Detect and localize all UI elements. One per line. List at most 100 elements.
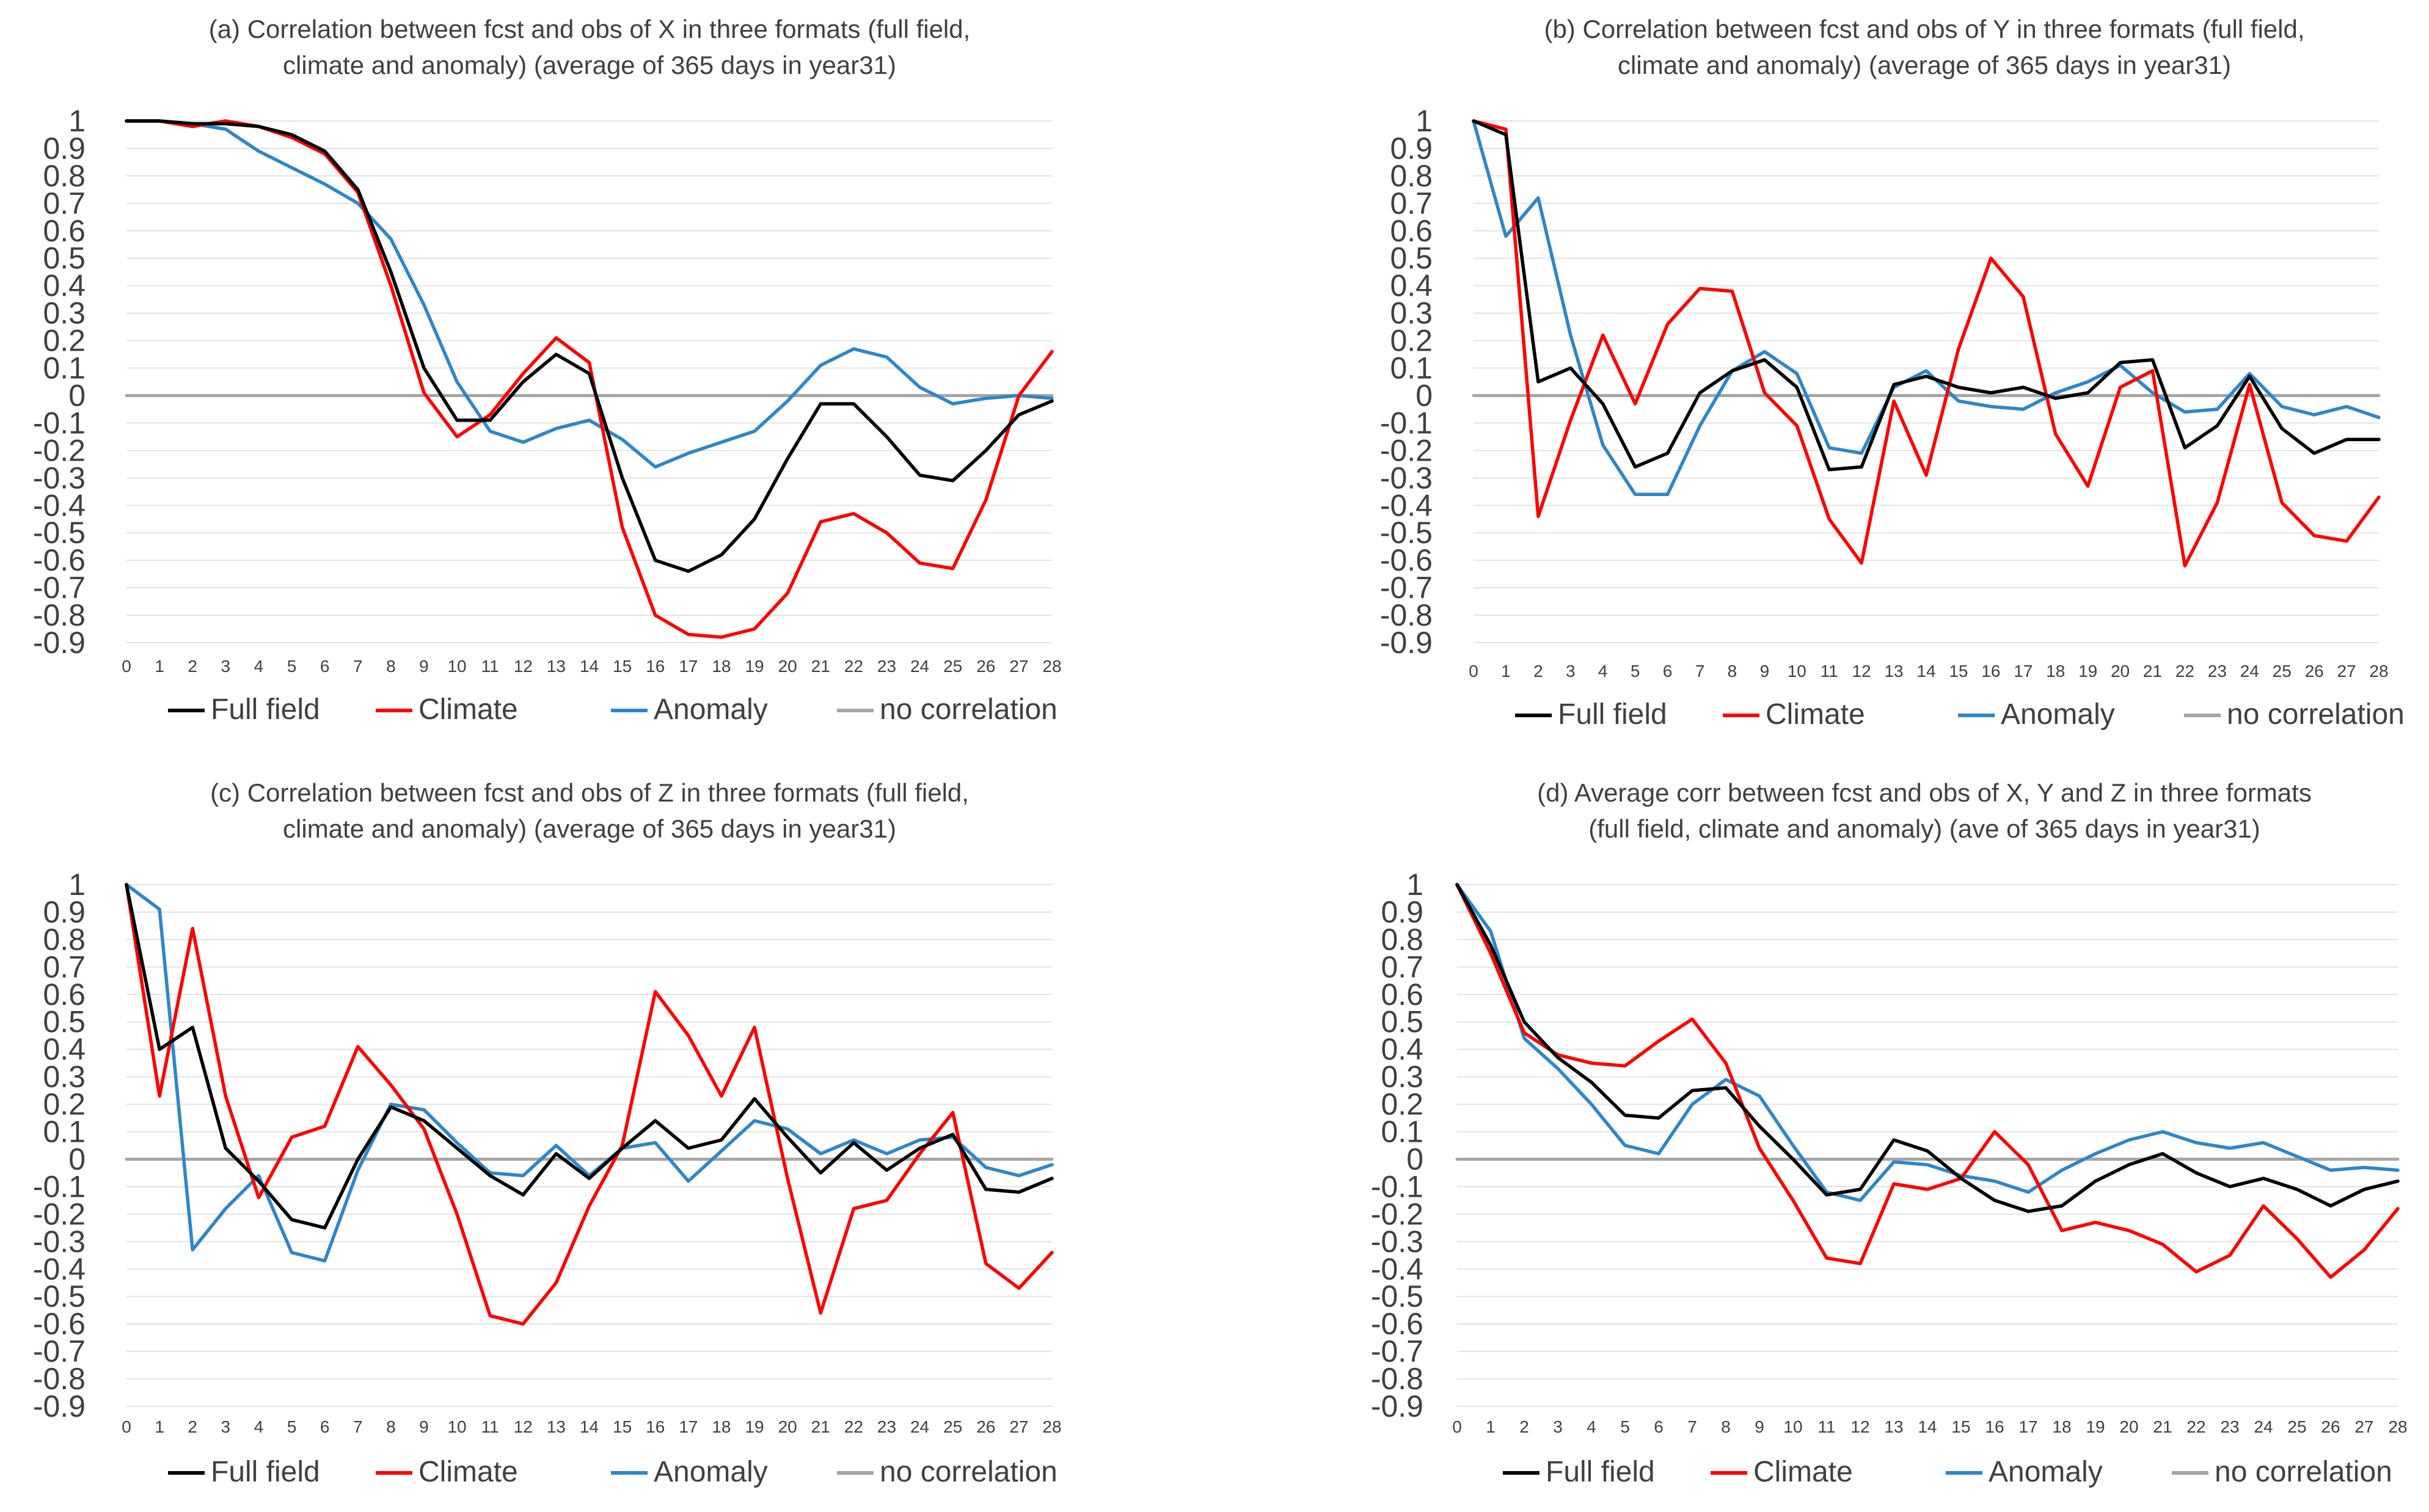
y-axis-labels: 10.90.80.70.60.50.40.30.20.10-0.1-0.2-0.… (1371, 867, 1423, 1423)
y-tick-label: 0.7 (43, 186, 86, 221)
y-axis-labels: 10.90.80.70.60.50.40.30.20.10-0.1-0.2-0.… (1380, 104, 1433, 660)
x-tick-label: 0 (1469, 662, 1478, 681)
x-tick-label: 10 (447, 657, 466, 676)
y-tick-label: 0.7 (43, 950, 86, 984)
y-tick-label: -0.3 (1380, 461, 1433, 495)
chart-title-line: (full field, climate and anomaly) (ave o… (1588, 814, 2260, 843)
legend: Full field Climate Anomaly no correlation (1503, 1456, 2392, 1488)
chart-panel-a: (a) Correlation between fcst and obs of … (33, 15, 1062, 726)
y-tick-label: 0.5 (1381, 1005, 1423, 1039)
y-tick-label: 0.4 (43, 269, 86, 303)
x-tick-label: 19 (745, 1417, 764, 1436)
y-tick-label: -0.9 (1380, 626, 1433, 660)
x-tick-label: 21 (2153, 1417, 2172, 1436)
y-tick-label: 0.4 (43, 1032, 86, 1067)
y-tick-label: 0 (68, 1142, 86, 1176)
x-tick-label: 16 (646, 657, 665, 676)
x-axis-labels: 0 1 2 3 4 5 6 7 8 9 10 11 12 13 14 15 16 17 18 19 20 21 22 23 24… (1469, 662, 2388, 681)
x-tick-label: 6 (1663, 662, 1673, 681)
y-tick-label: 0.6 (1390, 214, 1433, 248)
x-tick-label: 13 (1884, 662, 1903, 681)
legend-label: no correlation (880, 1456, 1057, 1488)
x-tick-label: 14 (1918, 1417, 1937, 1436)
y-tick-label: 0.5 (43, 1005, 86, 1039)
x-tick-label: 7 (1687, 1417, 1697, 1436)
y-tick-label: -0.2 (1380, 433, 1433, 467)
x-tick-label: 6 (1654, 1417, 1664, 1436)
legend-label: no correlation (2227, 698, 2405, 731)
legend-label: Climate (1753, 1456, 1853, 1488)
series-line-full-field (1472, 119, 2381, 472)
x-tick-label: 21 (811, 1417, 830, 1436)
legend-label: Full field (211, 693, 320, 726)
y-tick-label: 1 (1415, 104, 1433, 138)
x-tick-label: 16 (646, 1417, 665, 1436)
x-tick-label: 10 (1788, 662, 1806, 681)
x-tick-label: 5 (1631, 662, 1640, 681)
x-tick-label: 6 (320, 657, 330, 676)
x-tick-label: 25 (943, 1417, 962, 1436)
y-tick-label: 0.8 (43, 922, 86, 957)
legend-label: Anomaly (1989, 1456, 2103, 1488)
x-tick-label: 27 (2354, 1417, 2373, 1436)
y-tick-label: 0.1 (43, 1115, 86, 1149)
y-tick-label: -0.5 (1380, 516, 1433, 550)
x-tick-label: 2 (1533, 662, 1543, 681)
x-tick-label: 5 (287, 657, 297, 676)
series-line-climate (1472, 119, 2381, 568)
y-tick-label: -0.7 (1380, 571, 1433, 605)
x-tick-label: 15 (613, 1417, 632, 1436)
series-line-climate (125, 119, 1054, 639)
x-tick-label: 26 (2305, 662, 2324, 681)
x-tick-label: 8 (386, 1417, 396, 1436)
x-tick-label: 28 (2388, 1417, 2407, 1436)
x-tick-label: 21 (2143, 662, 2162, 681)
legend-label: Anomaly (654, 693, 768, 726)
y-tick-label: -0.3 (33, 461, 86, 495)
chart-title-line: (c) Correlation between fcst and obs of … (210, 778, 969, 807)
x-tick-label: 1 (155, 657, 164, 676)
legend-label: no correlation (880, 693, 1057, 726)
y-tick-label: -0.6 (33, 543, 86, 577)
y-tick-label: 0.3 (1381, 1060, 1423, 1094)
x-tick-label: 4 (254, 1417, 264, 1436)
gridlines (126, 120, 1052, 643)
x-tick-label: 24 (910, 657, 929, 676)
chart-title-line: (b) Correlation between fcst and obs of … (1544, 15, 2304, 43)
x-axis-labels: 0 1 2 3 4 5 6 7 8 9 10 11 12 13 14 15 16 17 18 19 20 21 22 23 24… (122, 657, 1061, 676)
chart-title-line: climate and anomaly) (average of 365 day… (283, 814, 896, 843)
y-tick-label: -0.3 (33, 1224, 86, 1258)
y-tick-label: 0.7 (1381, 950, 1423, 984)
series-line-full-field (125, 119, 1054, 573)
y-tick-label: -0.9 (33, 1389, 86, 1423)
x-tick-label: 4 (1587, 1417, 1596, 1436)
y-tick-label: 0.3 (43, 296, 86, 331)
x-tick-label: 23 (2220, 1417, 2239, 1436)
x-tick-label: 0 (122, 657, 131, 676)
x-tick-label: 14 (1916, 662, 1935, 681)
x-tick-label: 9 (1760, 662, 1770, 681)
series-line-full-field (125, 883, 1054, 1230)
x-tick-label: 23 (877, 1417, 896, 1436)
x-tick-label: 12 (514, 1417, 533, 1436)
y-tick-label: -0.8 (33, 1362, 86, 1396)
y-tick-label: -0.2 (1371, 1197, 1423, 1231)
x-tick-label: 4 (1598, 662, 1608, 681)
y-tick-label: 0.7 (1390, 186, 1433, 221)
y-tick-label: 1 (68, 867, 86, 902)
y-tick-label: 0.2 (43, 1087, 86, 1122)
x-tick-label: 3 (221, 1417, 231, 1436)
y-tick-label: -0.4 (1380, 488, 1433, 522)
legend: Full field Climate Anomaly no correlation (1515, 698, 2405, 731)
y-tick-label: -0.1 (1380, 406, 1433, 440)
x-tick-label: 2 (188, 657, 197, 676)
y-tick-label: -0.5 (1371, 1279, 1423, 1313)
x-tick-label: 22 (2186, 1417, 2205, 1436)
x-tick-label: 5 (1620, 1417, 1630, 1436)
x-tick-label: 17 (2018, 1417, 2037, 1436)
series-line-anomaly (125, 883, 1054, 1263)
x-tick-label: 24 (2240, 662, 2259, 681)
x-tick-label: 7 (1695, 662, 1705, 681)
x-tick-label: 12 (514, 657, 533, 676)
y-tick-label: -0.6 (1371, 1307, 1423, 1341)
